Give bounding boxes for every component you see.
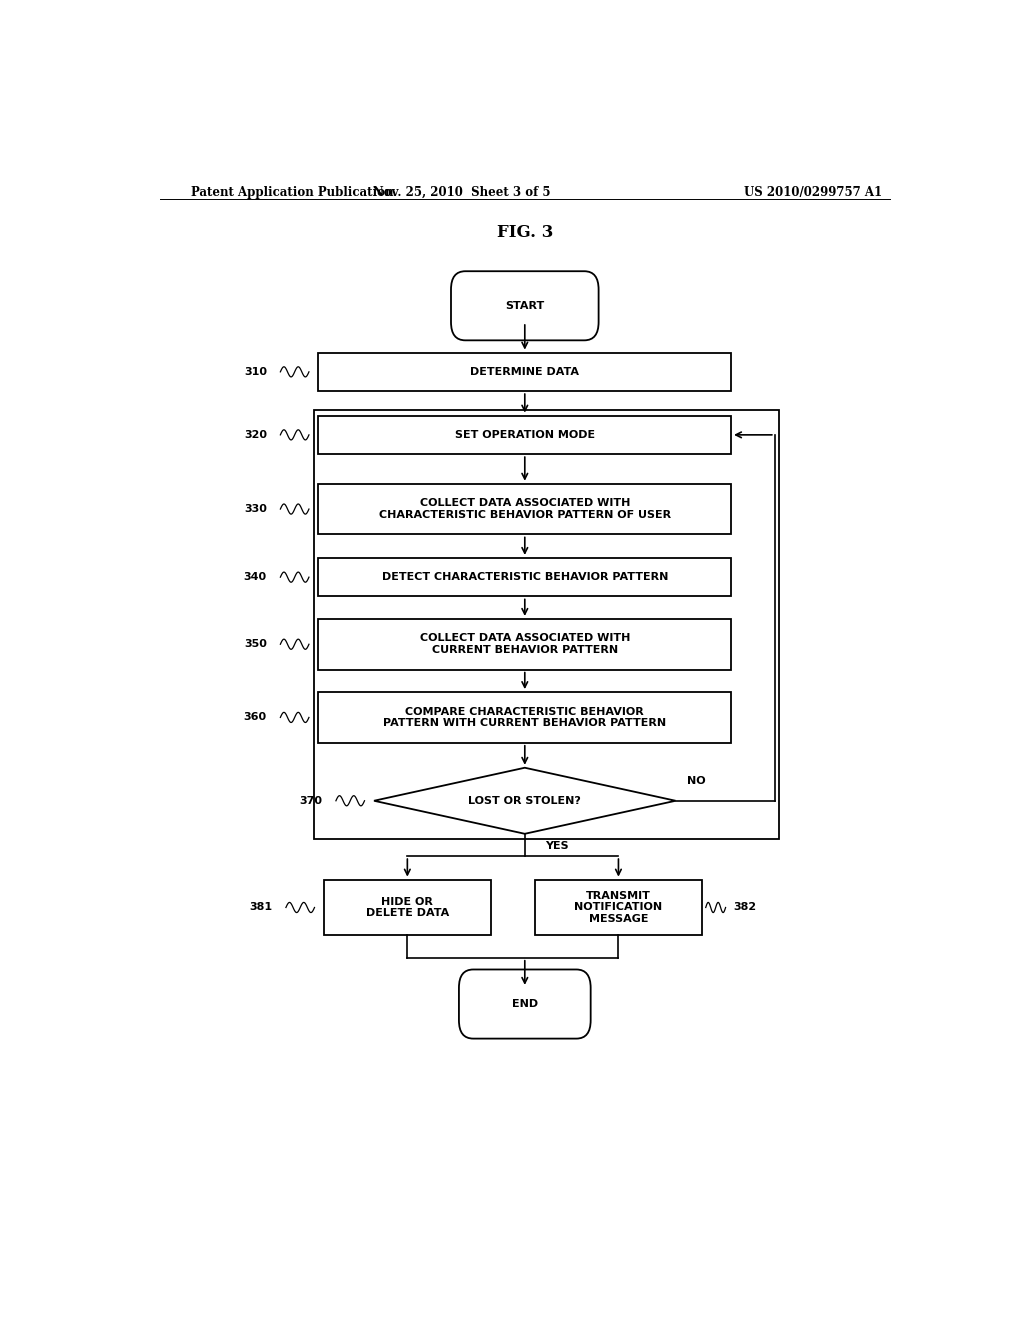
Text: 340: 340 (244, 572, 267, 582)
Bar (314, 411, 779, 840)
FancyBboxPatch shape (451, 271, 599, 341)
Text: COLLECT DATA ASSOCIATED WITH
CHARACTERISTIC BEHAVIOR PATTERN OF USER: COLLECT DATA ASSOCIATED WITH CHARACTERIS… (379, 498, 671, 520)
Text: DETERMINE DATA: DETERMINE DATA (470, 367, 580, 376)
Text: 360: 360 (244, 713, 267, 722)
Text: DETECT CHARACTERISTIC BEHAVIOR PATTERN: DETECT CHARACTERISTIC BEHAVIOR PATTERN (382, 572, 668, 582)
Text: TRANSMIT
NOTIFICATION
MESSAGE: TRANSMIT NOTIFICATION MESSAGE (574, 891, 663, 924)
Text: START: START (505, 301, 545, 310)
Bar (536, 879, 701, 936)
Bar (318, 692, 731, 743)
Text: LOST OR STOLEN?: LOST OR STOLEN? (468, 796, 582, 805)
Text: 320: 320 (244, 430, 267, 440)
Text: 310: 310 (244, 367, 267, 376)
Text: 370: 370 (299, 796, 323, 805)
Text: 350: 350 (244, 639, 267, 649)
Text: NO: NO (687, 776, 707, 785)
Text: Patent Application Publication: Patent Application Publication (191, 186, 394, 199)
Text: COLLECT DATA ASSOCIATED WITH
CURRENT BEHAVIOR PATTERN: COLLECT DATA ASSOCIATED WITH CURRENT BEH… (420, 634, 630, 655)
Bar (318, 483, 731, 535)
Text: COMPARE CHARACTERISTIC BEHAVIOR
PATTERN WITH CURRENT BEHAVIOR PATTERN: COMPARE CHARACTERISTIC BEHAVIOR PATTERN … (383, 706, 667, 729)
Bar (318, 619, 731, 669)
FancyBboxPatch shape (459, 969, 591, 1039)
Text: END: END (512, 999, 538, 1008)
Bar (324, 879, 490, 936)
Bar (318, 416, 731, 454)
Text: 382: 382 (733, 903, 757, 912)
Text: 381: 381 (249, 903, 272, 912)
Bar (318, 558, 731, 597)
Text: YES: YES (545, 841, 568, 851)
Text: FIG. 3: FIG. 3 (497, 224, 553, 242)
Bar (318, 352, 731, 391)
Text: 330: 330 (244, 504, 267, 513)
Text: HIDE OR
DELETE DATA: HIDE OR DELETE DATA (366, 896, 449, 919)
Text: US 2010/0299757 A1: US 2010/0299757 A1 (743, 186, 882, 199)
Polygon shape (374, 768, 676, 834)
Text: Nov. 25, 2010  Sheet 3 of 5: Nov. 25, 2010 Sheet 3 of 5 (373, 186, 550, 199)
Text: SET OPERATION MODE: SET OPERATION MODE (455, 430, 595, 440)
